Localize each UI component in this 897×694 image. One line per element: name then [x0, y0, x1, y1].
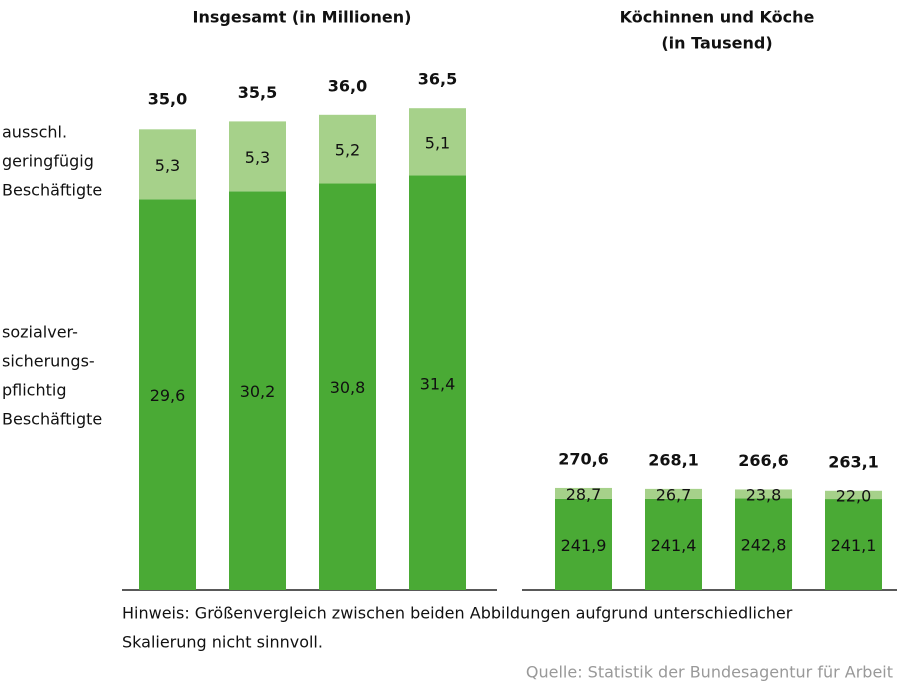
value-label: 5,3: [155, 156, 180, 175]
bar-segment: [139, 129, 196, 200]
bar-segment: [555, 487, 612, 499]
bar-segment: [319, 183, 376, 590]
value-label: 5,2: [335, 141, 360, 160]
legend-label: geringfügig: [2, 152, 94, 171]
bar-segment: [825, 499, 882, 590]
value-label: 242,8: [741, 536, 787, 555]
bar-segment: [555, 498, 612, 590]
value-label: 5,3: [245, 148, 270, 167]
total-label: 263,1: [828, 452, 879, 471]
bar-segment: [319, 114, 376, 184]
source: Quelle: Statistik der Bundesagentur für …: [526, 663, 893, 682]
total-label: 268,1: [648, 450, 699, 469]
value-label: 241,9: [561, 536, 607, 555]
legend-label: ausschl.: [2, 123, 67, 142]
value-label: 26,7: [656, 485, 692, 504]
value-label: 30,8: [330, 378, 366, 397]
bar-segment: [409, 108, 466, 176]
total-label: 35,0: [148, 90, 187, 109]
total-label: 36,5: [418, 70, 457, 89]
legend-label: pflichtig: [2, 381, 67, 400]
total-label: 270,6: [558, 449, 609, 468]
bar-segment: [229, 191, 286, 591]
bar-segment: [139, 199, 196, 590]
legend-label: Beschäftigte: [2, 410, 102, 429]
value-label: 5,1: [425, 133, 450, 152]
bar-segment: [409, 175, 466, 590]
value-label: 241,1: [831, 536, 877, 555]
bar-segment: [645, 488, 702, 499]
legend-label: sozialver-: [2, 323, 78, 342]
chart-title: Köchinnen und Köche: [620, 8, 815, 27]
value-label: 28,7: [566, 485, 602, 504]
value-label: 23,8: [746, 485, 782, 504]
legend-label: Beschäftigte: [2, 181, 102, 200]
note: Skalierung nicht sinnvoll.: [122, 633, 323, 652]
bar-segment: [735, 498, 792, 590]
value-label: 241,4: [651, 536, 697, 555]
total-label: 35,5: [238, 83, 277, 102]
total-label: 266,6: [738, 451, 789, 470]
bar-segment: [735, 489, 792, 499]
bar-segment: [229, 121, 286, 192]
legend-label: sicherungs-: [2, 352, 95, 371]
total-label: 36,0: [328, 76, 367, 95]
note: Hinweis: Größenvergleich zwischen beiden…: [122, 604, 793, 623]
value-label: 30,2: [240, 382, 276, 401]
value-label: 22,0: [836, 486, 872, 505]
chart-title: Insgesamt (in Millionen): [193, 8, 412, 27]
chart-title: (in Tausend): [661, 34, 772, 53]
bar-segment: [645, 498, 702, 590]
value-label: 31,4: [420, 374, 456, 393]
bar-segment: [825, 490, 882, 500]
value-label: 29,6: [150, 386, 186, 405]
